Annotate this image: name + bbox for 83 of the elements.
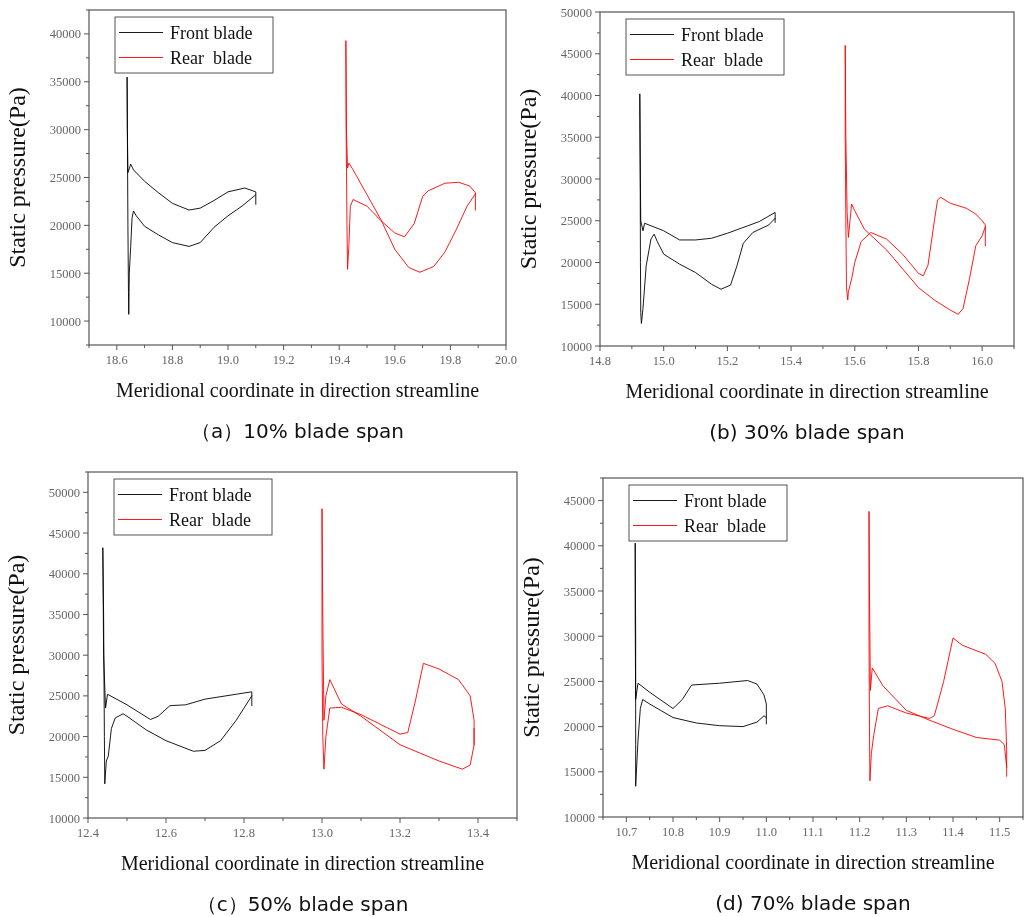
y-axis-title: Static pressure(Pa) bbox=[4, 87, 30, 268]
x-tick-label: 13.2 bbox=[389, 826, 411, 840]
x-tick-label: 15.2 bbox=[716, 354, 739, 368]
x-tick-label: 10.7 bbox=[615, 825, 638, 839]
y-tick-label: 30000 bbox=[563, 629, 595, 644]
y-tick-label: 45000 bbox=[48, 526, 80, 541]
y-tick-label: 50000 bbox=[48, 485, 80, 500]
legend-label: Front blade bbox=[681, 24, 764, 45]
y-axis-title: Static pressure(Pa) bbox=[3, 554, 29, 736]
y-tick-label: 35000 bbox=[563, 584, 595, 599]
y-tick-label: 25000 bbox=[49, 171, 81, 185]
legend-label: Rear blade bbox=[681, 49, 763, 70]
text: (d) 70% blade span bbox=[715, 891, 911, 915]
x-tick-label: 18.6 bbox=[105, 353, 128, 367]
x-tick-label: 15.6 bbox=[843, 354, 866, 368]
y-tick-label: 15000 bbox=[563, 765, 595, 780]
y-tick-label: 40000 bbox=[48, 567, 80, 582]
text: （a）10% blade span bbox=[191, 419, 404, 443]
y-tick-label: 15000 bbox=[560, 297, 592, 312]
x-tick-label: 19.8 bbox=[439, 353, 462, 367]
x-tick-label: 15.4 bbox=[780, 354, 803, 368]
x-tick-label: 19.0 bbox=[217, 353, 239, 367]
x-tick-label: 11.5 bbox=[988, 825, 1011, 839]
x-tick-label: 11.4 bbox=[942, 825, 965, 839]
x-tick-label: 18.8 bbox=[161, 353, 184, 367]
x-tick-label: 19.2 bbox=[272, 353, 295, 367]
x-tick-label: 13.4 bbox=[467, 826, 490, 840]
x-axis-title: Meridional coordinate in direction streamline bbox=[120, 852, 485, 874]
x-axis-title: Meridional coordinate in direction streamline bbox=[631, 851, 995, 873]
x-tick-label: 20.0 bbox=[495, 353, 517, 367]
x-tick-label: 12.8 bbox=[233, 826, 255, 840]
y-tick-label: 25000 bbox=[48, 689, 80, 704]
x-tick-label: 13.0 bbox=[311, 826, 333, 840]
y-axis-title: Static pressure(Pa) bbox=[518, 557, 544, 738]
x-tick-label: 11.2 bbox=[848, 825, 871, 839]
y-tick-label: 45000 bbox=[560, 47, 592, 62]
y-tick-label: 20000 bbox=[48, 730, 80, 745]
y-tick-label: 30000 bbox=[48, 648, 80, 663]
legend-label: Front blade bbox=[170, 22, 253, 43]
x-axis-title: Meridional coordinate in direction streamline bbox=[115, 379, 480, 401]
legend-label: Rear blade bbox=[684, 515, 766, 536]
y-tick-label: 30000 bbox=[49, 123, 81, 138]
y-tick-label: 40000 bbox=[560, 89, 592, 103]
x-tick-label: 10.8 bbox=[662, 825, 684, 839]
x-tick-label: 14.8 bbox=[589, 354, 611, 368]
legend-label: Front blade bbox=[684, 490, 767, 511]
x-tick-label: 11.3 bbox=[895, 825, 918, 839]
legend-label: Front blade bbox=[169, 484, 252, 505]
y-tick-label: 15000 bbox=[49, 266, 81, 281]
legend-label: Rear blade bbox=[170, 47, 252, 68]
y-tick-label: 30000 bbox=[560, 172, 592, 187]
x-axis-title: Meridional coordinate in direction streamline bbox=[625, 380, 989, 402]
y-tick-label: 35000 bbox=[49, 75, 81, 90]
legend-label: Rear blade bbox=[169, 509, 251, 530]
y-tick-label: 20000 bbox=[563, 720, 595, 735]
x-tick-label: 11.0 bbox=[755, 825, 778, 839]
x-tick-label: 19.6 bbox=[383, 353, 406, 367]
y-tick-label: 10000 bbox=[563, 810, 595, 825]
x-tick-label: 12.6 bbox=[155, 826, 177, 840]
x-tick-label: 12.4 bbox=[77, 826, 100, 840]
y-tick-label: 40000 bbox=[563, 539, 595, 554]
y-tick-label: 20000 bbox=[49, 218, 81, 233]
y-tick-label: 25000 bbox=[560, 214, 592, 229]
x-tick-label: 10.9 bbox=[708, 825, 731, 839]
y-tick-label: 50000 bbox=[560, 5, 592, 20]
x-tick-label: 15.0 bbox=[652, 354, 675, 368]
text: （c）50% blade span bbox=[196, 892, 409, 916]
y-tick-label: 20000 bbox=[560, 256, 592, 270]
y-tick-label: 35000 bbox=[560, 130, 592, 145]
x-tick-label: 15.8 bbox=[907, 354, 930, 368]
y-tick-label: 45000 bbox=[563, 494, 595, 509]
y-tick-label: 40000 bbox=[49, 27, 81, 42]
y-tick-label: 10000 bbox=[560, 339, 592, 354]
text: (b) 30% blade span bbox=[709, 420, 905, 444]
y-tick-label: 25000 bbox=[563, 674, 595, 689]
y-tick-label: 10000 bbox=[48, 811, 80, 826]
x-tick-label: 11.1 bbox=[802, 825, 824, 839]
y-axis-title: Static pressure(Pa) bbox=[515, 88, 541, 270]
y-tick-label: 35000 bbox=[48, 607, 80, 622]
y-tick-label: 10000 bbox=[49, 314, 81, 329]
x-tick-label: 19.4 bbox=[328, 353, 351, 367]
y-tick-label: 15000 bbox=[48, 770, 80, 785]
x-tick-label: 16.0 bbox=[971, 354, 994, 368]
